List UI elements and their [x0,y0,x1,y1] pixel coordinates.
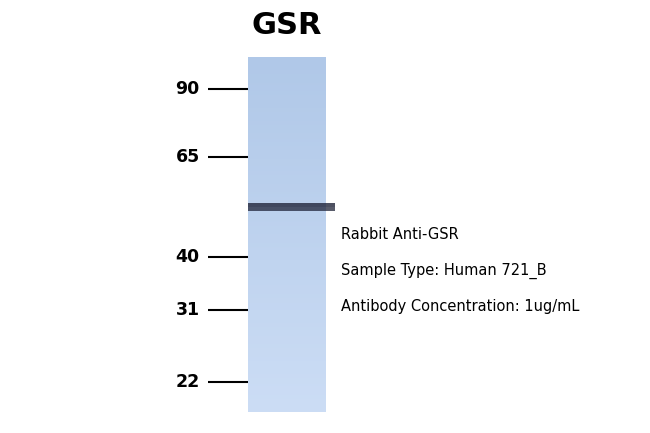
Text: GSR: GSR [252,11,322,40]
Text: 65: 65 [176,148,200,166]
Bar [248,207,335,211]
Text: Antibody Concentration: 1ug/mL: Antibody Concentration: 1ug/mL [341,299,579,314]
Bar [248,203,335,207]
Text: 22: 22 [176,372,200,391]
Text: 31: 31 [176,301,200,320]
Text: Sample Type: Human 721_B: Sample Type: Human 721_B [341,262,547,278]
Text: 90: 90 [176,80,200,98]
Text: 40: 40 [176,249,200,266]
Text: Rabbit Anti-GSR: Rabbit Anti-GSR [341,227,459,242]
